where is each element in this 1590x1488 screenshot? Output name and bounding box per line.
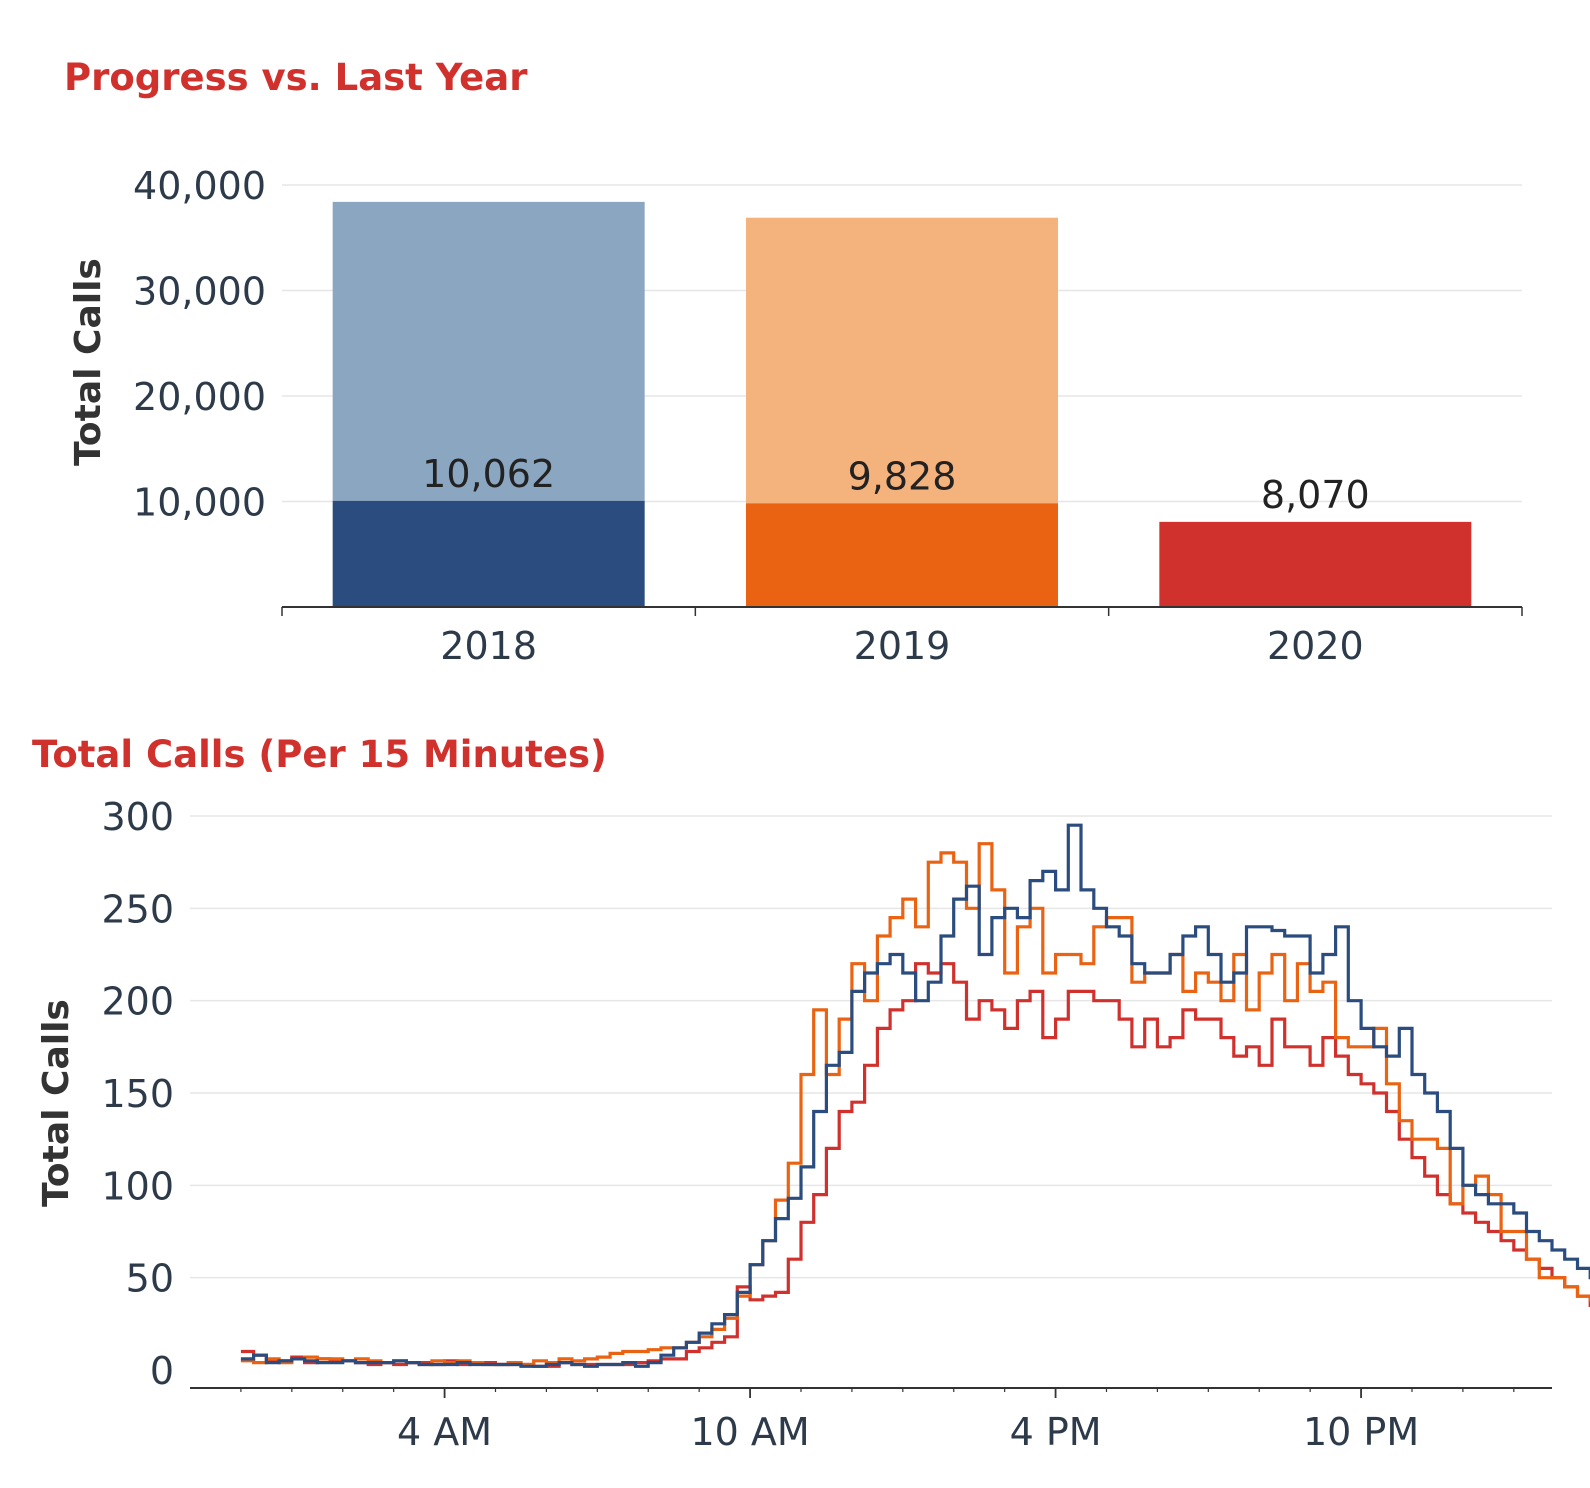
line-x-tick-label: 4 AM <box>397 1410 492 1454</box>
line-y-tick-label: 300 <box>101 795 174 839</box>
bar-data-label: 8,070 <box>1261 473 1370 517</box>
line-y-tick-label: 50 <box>126 1257 174 1301</box>
line-x-tick-label: 10 PM <box>1303 1410 1419 1454</box>
bar-x-tick-label: 2019 <box>854 624 951 668</box>
bar-x-tick-label: 2018 <box>440 624 537 668</box>
line-y-tick-label: 200 <box>101 980 174 1024</box>
bar-last-year-total <box>332 201 645 501</box>
chart-title-per-15-minutes: Total Calls (Per 15 Minutes) <box>32 733 607 776</box>
chart-title-progress: Progress vs. Last Year <box>64 56 528 99</box>
line-y-tick-label: 0 <box>150 1349 174 1393</box>
bar-y-tick-label: 30,000 <box>133 270 266 314</box>
bar-x-tick-label: 2020 <box>1267 624 1364 668</box>
line-series-2018 <box>240 823 1590 1368</box>
line-series-2019 <box>240 842 1590 1367</box>
bar-y-tick-label: 10,000 <box>133 481 266 525</box>
bar-y-tick-label: 40,000 <box>133 164 266 208</box>
bar-data-label: 10,062 <box>422 452 555 496</box>
bar-y-tick-label: 20,000 <box>133 375 266 419</box>
line-series-2020 <box>240 962 1590 1368</box>
bar-y-axis-label: Total Calls <box>68 258 109 466</box>
line-y-tick-label: 250 <box>101 887 174 931</box>
bar-ytd <box>332 500 645 607</box>
line-x-tick-label: 4 PM <box>1010 1410 1102 1454</box>
bar-data-label: 9,828 <box>848 454 957 498</box>
line-y-tick-label: 150 <box>101 1072 174 1116</box>
bar-ytd <box>746 503 1058 607</box>
line-x-tick-label: 10 AM <box>690 1410 809 1454</box>
bar-last-year-total <box>746 217 1058 504</box>
bar-ytd <box>1159 521 1472 607</box>
line-y-tick-label: 100 <box>101 1164 174 1208</box>
line-y-axis-label: Total Calls <box>36 999 77 1207</box>
